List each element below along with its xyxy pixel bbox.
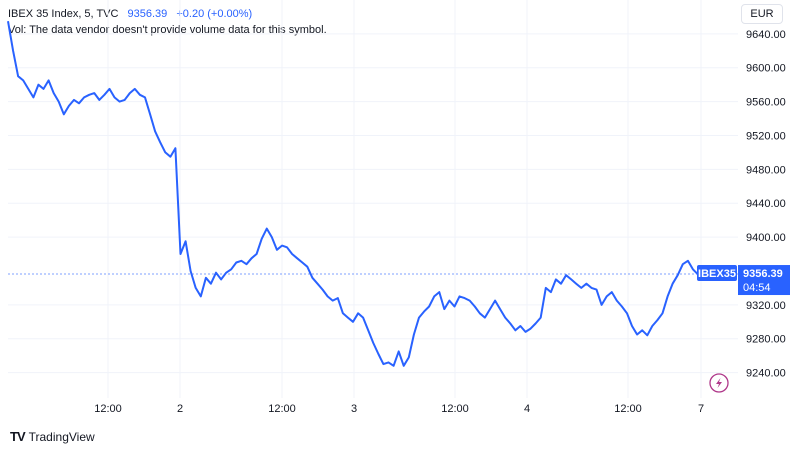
x-tick-label: 7 bbox=[698, 403, 704, 415]
chart-grid bbox=[8, 0, 738, 398]
y-tick-label: 9640.00 bbox=[746, 29, 786, 41]
y-axis: 9640.00 9600.00 9560.00 9520.00 9480.00 9440.… bbox=[746, 29, 786, 380]
x-tick-label: 2 bbox=[177, 403, 183, 415]
price-series-line bbox=[7, 21, 699, 367]
x-tick-label: 12:00 bbox=[614, 403, 642, 415]
price-tag-symbol-bg bbox=[697, 265, 737, 282]
price-tag-price-bg bbox=[738, 265, 790, 296]
y-tick-label: 9440.00 bbox=[746, 198, 786, 210]
x-tick-label: 12:00 bbox=[268, 403, 296, 415]
y-tick-label: 9240.00 bbox=[746, 368, 786, 380]
tradingview-brand[interactable]: TV TradingView bbox=[10, 429, 95, 444]
price-tag: IBEX35 9356.39 04:54 bbox=[697, 265, 790, 296]
y-tick-label: 9480.00 bbox=[746, 164, 786, 176]
y-tick-label: 9280.00 bbox=[746, 334, 786, 346]
tradingview-logo-icon: TV bbox=[10, 429, 26, 444]
symbol-title[interactable]: IBEX 35 Index, 5, TVC bbox=[8, 8, 119, 20]
x-axis: 12:00 2 12:00 3 12:00 4 12:00 7 bbox=[94, 403, 704, 415]
y-tick-label: 9520.00 bbox=[746, 130, 786, 142]
x-tick-label: 3 bbox=[351, 403, 357, 415]
price-tag-symbol: IBEX35 bbox=[698, 268, 736, 280]
x-tick-label: 12:00 bbox=[441, 403, 469, 415]
x-tick-label: 12:00 bbox=[94, 403, 122, 415]
y-tick-label: 9600.00 bbox=[746, 63, 786, 75]
y-tick-label: 9400.00 bbox=[746, 232, 786, 244]
price-tag-countdown: 04:54 bbox=[743, 282, 771, 294]
legend-price: 9356.39 bbox=[127, 8, 168, 20]
legend-change: +0.20 (+0.00%) bbox=[176, 8, 253, 20]
price-tag-price: 9356.39 bbox=[743, 268, 783, 280]
volume-note: Vol: The data vendor doesn't provide vol… bbox=[8, 24, 327, 36]
y-tick-label: 9560.00 bbox=[746, 97, 786, 109]
brand-name: TradingView bbox=[28, 429, 95, 444]
chart-legend: IBEX 35 Index, 5, TVC 9356.39 +0.20 (+0.… bbox=[8, 6, 327, 38]
lightning-icon[interactable] bbox=[709, 373, 729, 393]
legend-line-1: IBEX 35 Index, 5, TVC 9356.39 +0.20 (+0.… bbox=[8, 6, 327, 22]
x-tick-label: 4 bbox=[524, 403, 530, 415]
y-tick-label: 9320.00 bbox=[746, 300, 786, 312]
currency-button[interactable]: EUR bbox=[741, 4, 783, 24]
